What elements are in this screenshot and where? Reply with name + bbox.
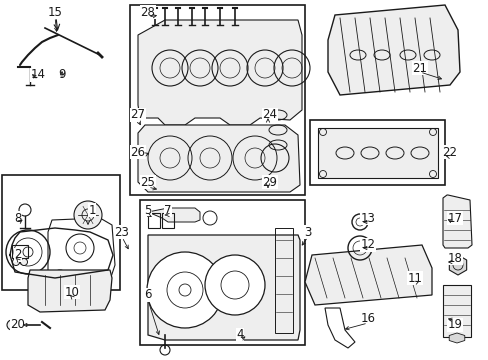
Polygon shape (138, 20, 302, 125)
Polygon shape (138, 125, 299, 192)
Text: 16: 16 (360, 311, 375, 324)
Text: 19: 19 (447, 319, 462, 332)
Bar (274, 228, 292, 333)
Text: 24: 24 (262, 108, 277, 122)
Text: 23: 23 (114, 225, 129, 238)
Text: 18: 18 (447, 252, 462, 265)
Polygon shape (448, 333, 464, 343)
Bar (309, 120, 444, 185)
Circle shape (20, 258, 27, 266)
Circle shape (204, 255, 264, 315)
Text: 5: 5 (144, 203, 151, 216)
Text: 8: 8 (14, 211, 21, 225)
Polygon shape (442, 195, 471, 248)
Text: 13: 13 (360, 211, 375, 225)
Polygon shape (28, 270, 112, 312)
Bar (2, 175, 120, 290)
Text: 4: 4 (236, 328, 243, 342)
Text: 3: 3 (304, 225, 311, 238)
Circle shape (7, 320, 17, 330)
Bar (162, 213, 174, 228)
Polygon shape (148, 208, 200, 222)
Text: 14: 14 (30, 68, 45, 81)
Text: 25: 25 (140, 175, 155, 189)
Text: 28: 28 (140, 5, 155, 18)
Text: 21: 21 (412, 62, 427, 75)
Text: 7: 7 (164, 203, 171, 216)
Text: 6: 6 (144, 288, 151, 302)
Text: 27: 27 (130, 108, 145, 122)
Text: 10: 10 (64, 285, 79, 298)
Text: 11: 11 (407, 271, 422, 284)
Circle shape (13, 258, 20, 266)
Text: 29: 29 (262, 175, 277, 189)
Polygon shape (305, 245, 431, 305)
Circle shape (74, 201, 102, 229)
Bar (317, 128, 437, 178)
Bar (140, 200, 305, 345)
Text: 9: 9 (58, 68, 65, 81)
Text: 15: 15 (47, 5, 62, 18)
Text: 12: 12 (360, 238, 375, 252)
Text: 2: 2 (14, 248, 21, 261)
Bar (130, 5, 305, 195)
Polygon shape (327, 5, 459, 95)
Polygon shape (148, 235, 299, 340)
Text: 22: 22 (442, 145, 457, 158)
Bar (148, 213, 160, 228)
Text: 17: 17 (447, 211, 462, 225)
Circle shape (147, 252, 223, 328)
Polygon shape (448, 255, 466, 275)
Text: 20: 20 (11, 319, 25, 332)
Text: 26: 26 (130, 145, 145, 158)
Bar (442, 285, 470, 337)
Text: 1: 1 (88, 203, 96, 216)
